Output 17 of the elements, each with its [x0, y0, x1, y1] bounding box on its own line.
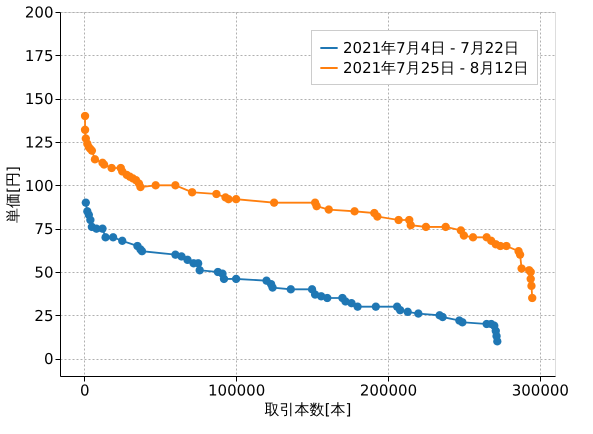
y-tick-label: 175 [24, 46, 54, 65]
x-tick-label: 0 [80, 382, 90, 400]
x-tick-label: 200000 [360, 382, 418, 400]
y-tick-label: 25 [34, 306, 54, 325]
y-tick-label: 0 [44, 350, 54, 368]
legend-label: 2021年7月4日 - 7月22日 [343, 39, 519, 57]
y-tick-label: 75 [34, 220, 54, 238]
x-axis-title: 取引本数[本] [264, 400, 352, 418]
y-tick-label: 125 [24, 134, 54, 152]
y-tick-label: 150 [24, 90, 54, 108]
x-tick-label: 100000 [208, 382, 266, 400]
y-tick-label: 200 [24, 4, 54, 22]
x-tick-label: 300000 [512, 382, 569, 400]
legend-label: 2021年7月25日 - 8月12日 [343, 59, 528, 77]
y-tick-label: 100 [24, 176, 54, 195]
y-tick-label: 50 [34, 264, 54, 282]
y-axis-title: 単価[円] [4, 166, 22, 223]
